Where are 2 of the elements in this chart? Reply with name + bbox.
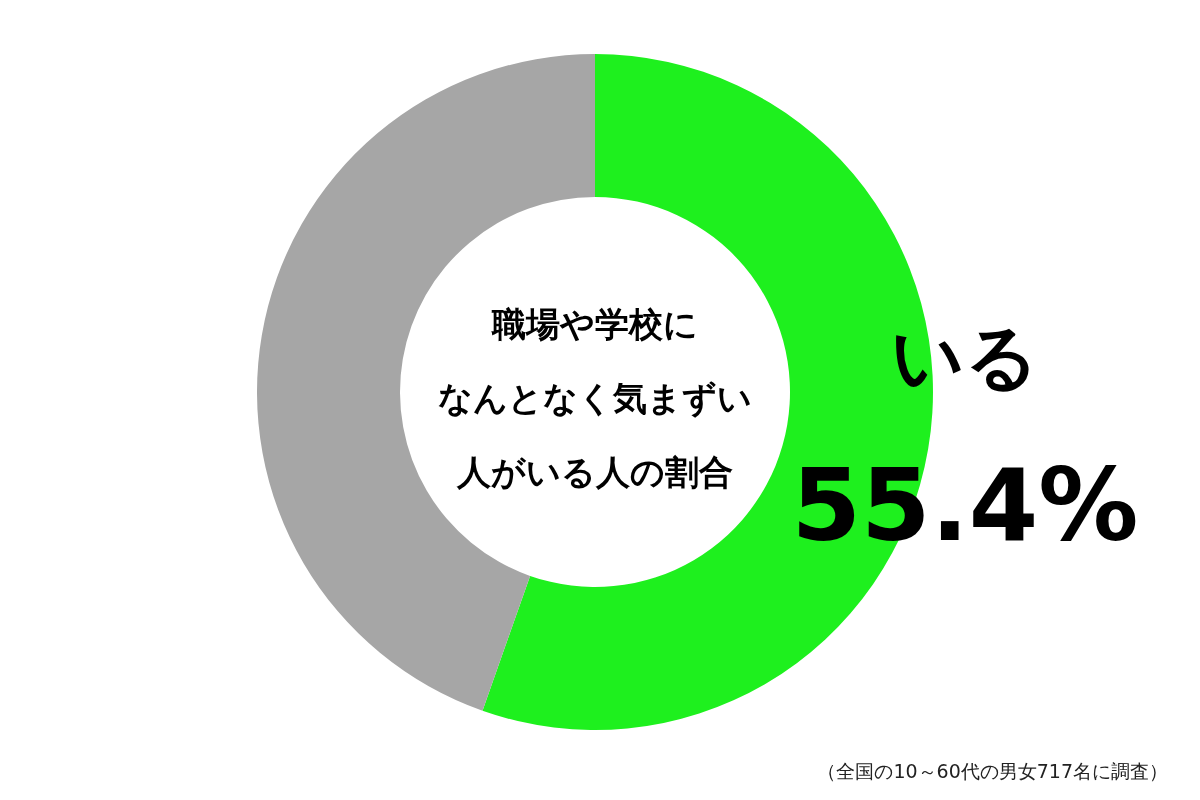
text: 職場や学校になんとなく気まずい人がいる人の割合 xyxy=(438,304,752,492)
text: （全国の10～60代の男女717名に調査） xyxy=(817,760,1168,782)
